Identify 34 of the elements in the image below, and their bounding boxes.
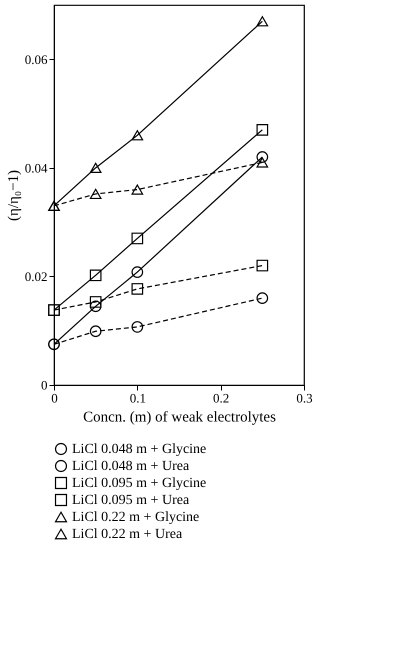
legend-label: LiCl 0.095 m + Glycine <box>72 476 206 491</box>
point <box>131 130 144 140</box>
point <box>256 16 268 26</box>
point <box>90 325 102 338</box>
legend-label: LiCl 0.048 m + Urea <box>72 459 190 474</box>
point <box>256 157 268 168</box>
point <box>256 151 268 163</box>
point <box>90 296 102 308</box>
point <box>131 232 144 244</box>
point <box>90 270 102 282</box>
legend-label: LiCl 0.095 m + Urea <box>72 493 190 508</box>
point <box>131 266 144 278</box>
y-tick-label: 0.06 <box>24 52 48 67</box>
y-tick-label: 0.02 <box>24 268 48 284</box>
x-tick-label: 0.3 <box>296 390 313 406</box>
point <box>90 188 102 200</box>
legend-label: LiCl 0.048 m + Glycine <box>72 442 206 457</box>
point <box>256 124 268 136</box>
x-axis-title: Concn. (m) of weak electrolytes <box>83 410 276 426</box>
legend-label: LiCl 0.22 m + Glycine <box>72 510 200 525</box>
x-tick-label: 0.2 <box>213 390 230 406</box>
point <box>90 300 102 312</box>
y-tick-label: 0.04 <box>24 160 48 176</box>
point <box>256 292 268 304</box>
x-tick-label: 0.1 <box>130 390 146 406</box>
point <box>256 260 268 272</box>
y-axis-title: (η/η₀−1) <box>6 170 22 222</box>
legend-label: LiCl 0.22 m + Urea <box>72 527 183 542</box>
point <box>131 283 144 295</box>
point <box>131 321 144 333</box>
y-tick-label: 0 <box>41 378 48 392</box>
x-tick-label: 0 <box>51 390 58 406</box>
point <box>131 184 144 195</box>
point <box>90 162 102 173</box>
